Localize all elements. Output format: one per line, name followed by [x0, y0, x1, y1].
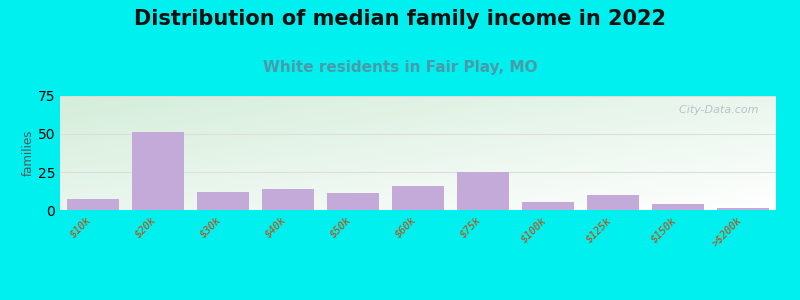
Y-axis label: families: families: [22, 130, 35, 176]
Bar: [457, 172, 509, 210]
Text: City-Data.com: City-Data.com: [672, 105, 758, 115]
Bar: [327, 193, 379, 210]
Bar: [262, 189, 314, 210]
Text: White residents in Fair Play, MO: White residents in Fair Play, MO: [262, 60, 538, 75]
Bar: [522, 202, 574, 210]
Bar: [197, 192, 249, 210]
Bar: [652, 204, 704, 210]
Bar: [718, 208, 770, 210]
Bar: [131, 133, 184, 210]
Bar: [392, 186, 444, 210]
Bar: [587, 195, 639, 210]
Bar: [66, 200, 118, 210]
Text: Distribution of median family income in 2022: Distribution of median family income in …: [134, 9, 666, 29]
